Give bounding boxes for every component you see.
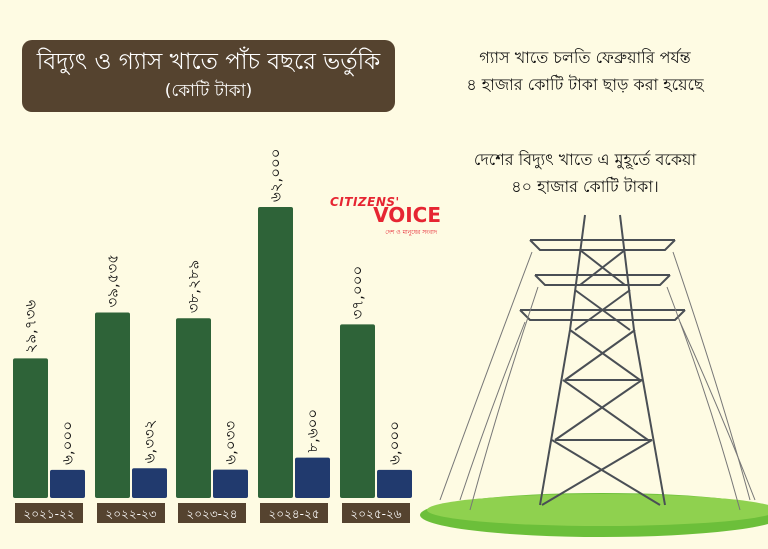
gas-note: গ্যাস খাতে চলতি ফেব্রুয়ারি পর্যন্ত ৪ হা…: [420, 44, 750, 98]
category-label-box: [15, 503, 83, 523]
data-label: ৬,০০০: [59, 421, 77, 465]
electricity-bar: [176, 318, 211, 498]
data-label: ৬,০৩৩: [222, 421, 240, 465]
power-lines: [439, 251, 756, 511]
bar-chart: ২৯,৭৩৬ ৬,০০০ ২০২১-২২ ৩৯,৫৩৫ ৬,৩৩২ ২০২২-২৩ ৩৮,২…: [13, 148, 412, 523]
data-label: ৬২,০০০: [267, 148, 285, 202]
electricity-bar: [13, 358, 48, 498]
category-label: ২০২৩-২৪: [186, 507, 237, 521]
gas-bar: [213, 469, 248, 498]
data-label: ৩৮,২৮৯: [185, 260, 203, 313]
chart-subtitle: (কোটি টাকা): [164, 81, 253, 101]
gas-bar: [295, 457, 330, 498]
electricity-bar: [258, 207, 293, 498]
electricity-bar: [95, 312, 130, 498]
electricity-note-line2: ৪০ হাজার কোটি টাকা।: [511, 177, 659, 196]
chart-title: বিদ্যুৎ ও গ্যাস খাতে পাঁচ বছরে ভর্তুকি: [36, 49, 381, 75]
data-label: ৮,৬০০: [304, 409, 322, 453]
gas-note-line2: ৪ হাজার কোটি টাকা ছাড় করা হয়েছে: [466, 75, 704, 94]
category-label-box: [178, 503, 246, 523]
category-label: ২০২২-২৩: [105, 507, 156, 521]
data-label: ৬,৩৩২: [141, 419, 159, 463]
data-label: ২৯,৭৩৬: [22, 300, 40, 354]
data-label: ৩৯,৫৩৫: [104, 254, 122, 307]
chart-title-box: বিদ্যুৎ ও গ্যাস খাতে পাঁচ বছরে ভর্তুকি (…: [22, 40, 395, 112]
gas-bar: [132, 468, 167, 498]
gas-bar: [50, 469, 85, 498]
gas-note-line1: গ্যাস খাতে চলতি ফেব্রুয়ারি পর্যন্ত: [479, 48, 691, 67]
gas-bar: [377, 469, 412, 498]
data-label: ৬,০০০: [386, 421, 404, 465]
electricity-bar: [340, 324, 375, 498]
transmission-tower-illustration: [420, 214, 768, 537]
citizens-voice-logo: CITIZENS' VOICE দেশ ও মানুষের সংবাদ: [330, 195, 441, 236]
data-label: ৩৭,০০০: [349, 266, 367, 320]
category-label-box: [97, 503, 165, 523]
tower-icon: [519, 214, 686, 506]
category-label: ২০২৫-২৬: [350, 507, 401, 521]
category-label: ২০২৪-২৫: [268, 507, 319, 521]
category-label-box: [342, 503, 410, 523]
category-label: ২০২১-২২: [23, 507, 74, 521]
electricity-note: দেশের বিদ্যুৎ খাতে এ মুহূর্তে বকেয়া ৪০ …: [420, 146, 750, 200]
category-label-box: [260, 503, 328, 523]
electricity-note-line1: দেশের বিদ্যুৎ খাতে এ মুহূর্তে বকেয়া: [473, 150, 697, 169]
